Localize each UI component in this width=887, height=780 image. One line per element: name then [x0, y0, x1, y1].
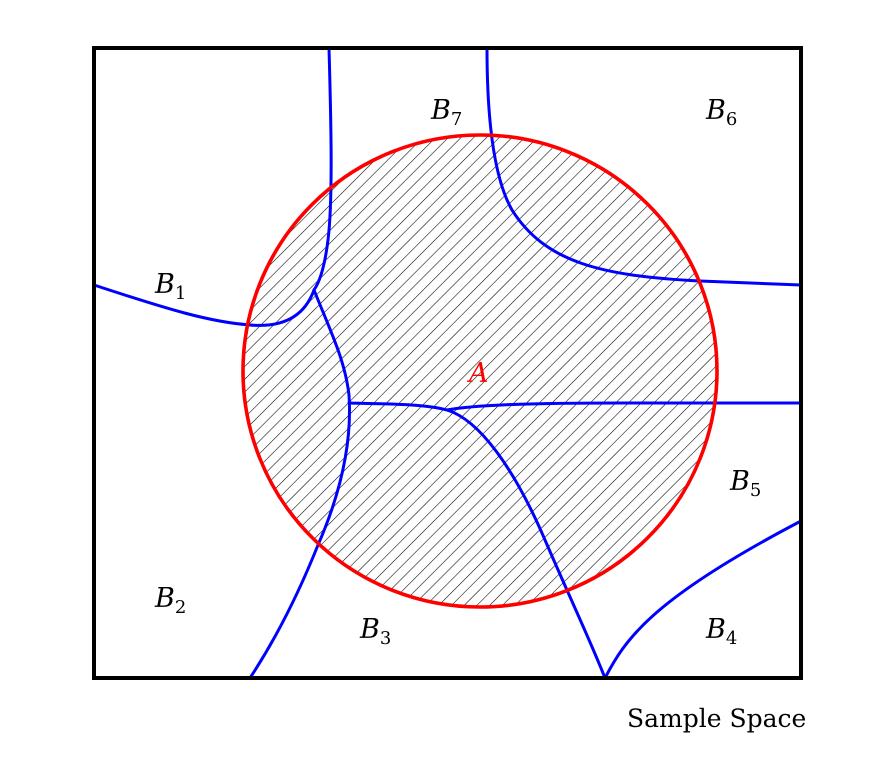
label-b4: B4 — [705, 614, 737, 649]
boundary-b3-b4 — [445, 408, 607, 680]
label-event-a: A — [466, 358, 489, 389]
boundary-b2-center — [312, 288, 351, 397]
event-a-circle — [241, 133, 719, 609]
boundary-b4-b5 — [603, 519, 803, 680]
label-b3: B3 — [359, 614, 391, 649]
label-b6: B6 — [705, 95, 737, 130]
label-b1: B1 — [154, 269, 186, 304]
label-b5: B5 — [729, 466, 761, 501]
boundary-b6-b7 — [485, 46, 803, 287]
boundary-b3-center — [347, 401, 449, 412]
sample-space-border — [92, 46, 803, 680]
boundary-b1-b2 — [92, 283, 316, 327]
label-b2: B2 — [154, 583, 186, 618]
event-a-hatch — [243, 135, 717, 607]
boundary-b1-b7 — [312, 46, 333, 292]
label-b7: B7 — [430, 95, 462, 130]
boundary-b5-center — [445, 401, 803, 412]
sample-space-caption: Sample Space — [627, 704, 806, 733]
